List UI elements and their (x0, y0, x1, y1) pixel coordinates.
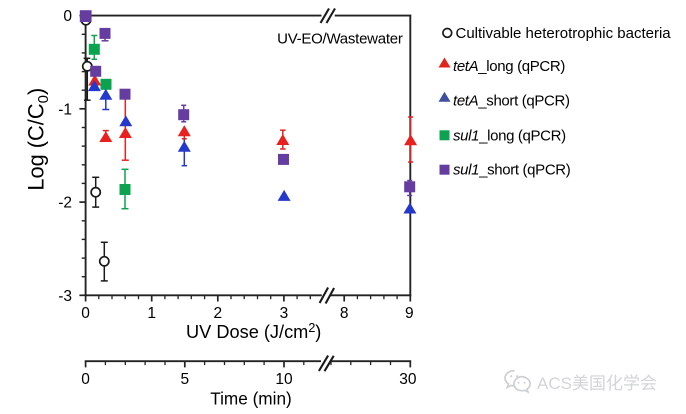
svg-text:9: 9 (405, 305, 414, 322)
svg-text:0: 0 (81, 305, 90, 322)
svg-text:10: 10 (275, 371, 293, 388)
svg-text:8: 8 (340, 305, 349, 322)
svg-text:tetA_short (qPCR): tetA_short (qPCR) (453, 93, 570, 110)
svg-text:0: 0 (63, 8, 72, 25)
svg-text:3: 3 (280, 305, 289, 322)
svg-text:5: 5 (180, 371, 189, 388)
svg-text:ACS美国化学会: ACS美国化学会 (537, 374, 657, 393)
svg-text:-3: -3 (58, 288, 72, 305)
svg-text:2: 2 (213, 305, 222, 322)
svg-text:sul1_long (qPCR): sul1_long (qPCR) (453, 127, 566, 144)
svg-text:30: 30 (399, 371, 417, 388)
svg-text:Log (C/C0): Log (C/C0) (24, 88, 53, 191)
svg-text:tetA_long (qPCR): tetA_long (qPCR) (453, 58, 565, 75)
svg-text:UV-EO/Wastewater: UV-EO/Wastewater (277, 30, 403, 47)
svg-text:UV Dose (J/cm2): UV Dose (J/cm2) (186, 321, 321, 342)
svg-text:Cultivable heterotrophic bacte: Cultivable heterotrophic bacteria (456, 25, 672, 42)
svg-text:-1: -1 (58, 101, 72, 118)
svg-text:Time (min): Time (min) (210, 388, 291, 408)
svg-text:-2: -2 (58, 195, 72, 212)
svg-text:sul1_short (qPCR): sul1_short (qPCR) (453, 162, 571, 179)
svg-text:1: 1 (147, 305, 156, 322)
svg-text:0: 0 (81, 371, 90, 388)
